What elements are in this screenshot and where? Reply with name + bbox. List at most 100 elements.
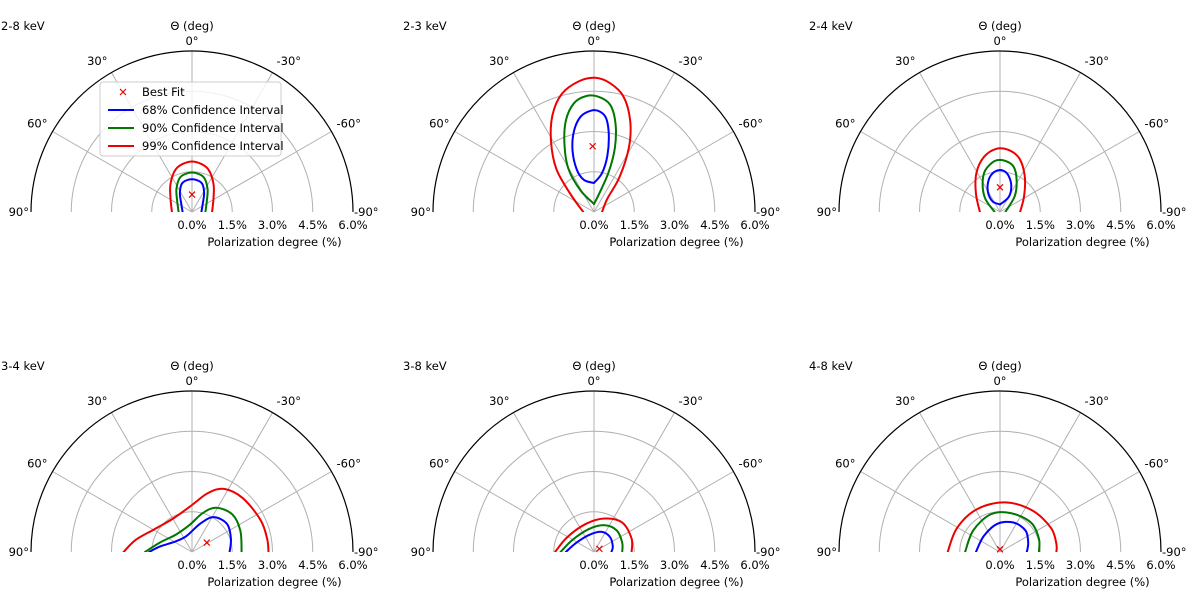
polar-panel: 90° 60° 30° 0° -30° -60° -90° 0.0% 1.5% 3.0% 4.5% 6… bbox=[809, 19, 1187, 249]
contour-68-line bbox=[974, 520, 1030, 552]
contour-99-line bbox=[122, 487, 270, 552]
r-tick-label: 6.0% bbox=[740, 558, 769, 572]
theta-tick-label: 0° bbox=[993, 374, 1006, 388]
r-tick-label: 3.0% bbox=[258, 558, 287, 572]
radial-gridline bbox=[111, 471, 273, 553]
contour-99-line bbox=[169, 160, 215, 212]
theta-axis-label: Θ (deg) bbox=[572, 359, 615, 373]
radial-gridline bbox=[553, 171, 635, 213]
contour-90-line bbox=[175, 171, 209, 212]
theta-tick-label: 0° bbox=[587, 34, 600, 48]
r-axis-label: Polarization degree (%) bbox=[609, 235, 743, 249]
r-tick-label: 1.5% bbox=[620, 558, 649, 572]
theta-tick-label: -30° bbox=[1085, 394, 1110, 408]
theta-tick-label: -60° bbox=[739, 457, 764, 471]
legend-entry: 68% Confidence Interval bbox=[142, 103, 284, 117]
r-tick-label: 3.0% bbox=[1066, 218, 1095, 232]
contour-90-line bbox=[981, 158, 1018, 212]
theta-axis-label: Θ (deg) bbox=[978, 359, 1021, 373]
r-tick-label: 1.5% bbox=[218, 218, 247, 232]
r-tick-label: 6.0% bbox=[740, 218, 769, 232]
contour-68-line bbox=[986, 169, 1013, 206]
theta-tick-label: 60° bbox=[835, 117, 855, 131]
contour-68-line bbox=[571, 109, 610, 184]
panel-title: 2-3 keV bbox=[403, 19, 447, 33]
theta-tick-label: 60° bbox=[835, 457, 855, 471]
best-fit-marker bbox=[996, 545, 1004, 553]
legend-box bbox=[99, 81, 282, 157]
r-tick-label: 6.0% bbox=[1146, 218, 1175, 232]
contour-90-line bbox=[964, 511, 1041, 552]
contour-99-line bbox=[946, 501, 1058, 552]
theta-tick-label: -30° bbox=[277, 394, 302, 408]
r-tick-label: 3.0% bbox=[660, 558, 689, 572]
theta-tick-label: 90° bbox=[9, 545, 29, 559]
r-tick-label: 1.5% bbox=[218, 558, 247, 572]
theta-tick-label: -90° bbox=[756, 545, 781, 559]
theta-tick-label: 90° bbox=[411, 205, 431, 219]
r-tick-label: 3.0% bbox=[1066, 558, 1095, 572]
r-axis-label: Polarization degree (%) bbox=[609, 575, 743, 589]
polar-frame bbox=[30, 50, 354, 213]
contour-99-line bbox=[554, 517, 634, 552]
theta-tick-label: -30° bbox=[1085, 54, 1110, 68]
panel-title: 2-8 keV bbox=[1, 19, 45, 33]
r-axis-label: Polarization degree (%) bbox=[207, 235, 341, 249]
best-fit-marker bbox=[595, 545, 603, 553]
theta-tick-label: 90° bbox=[817, 205, 837, 219]
theta-tick-label: 30° bbox=[895, 394, 915, 408]
theta-tick-label: -90° bbox=[756, 205, 781, 219]
radial-gridline bbox=[878, 90, 1122, 213]
legend-entry: 99% Confidence Interval bbox=[142, 139, 284, 153]
theta-tick-label: -30° bbox=[679, 394, 704, 408]
theta-tick-label: -30° bbox=[277, 54, 302, 68]
theta-tick-label: 30° bbox=[895, 54, 915, 68]
polar-panel: 90° 60° 30° 0° -30° -60° -90° 0.0% 1.5% 3.0% 4.5% 6… bbox=[403, 19, 781, 249]
best-fit-marker bbox=[589, 142, 597, 150]
theta-tick-label: 0° bbox=[185, 34, 198, 48]
contour-90-line bbox=[559, 524, 624, 552]
r-axis-label: Polarization degree (%) bbox=[1015, 575, 1149, 589]
theta-tick-label: 0° bbox=[993, 34, 1006, 48]
panel-title: 3-8 keV bbox=[403, 359, 447, 373]
theta-tick-label: 60° bbox=[429, 117, 449, 131]
contour-68-line bbox=[564, 530, 614, 552]
r-tick-label: 0.0% bbox=[985, 218, 1014, 232]
contour-group bbox=[554, 517, 634, 552]
r-axis-label: Polarization degree (%) bbox=[1015, 235, 1149, 249]
r-tick-label: 4.5% bbox=[298, 218, 327, 232]
radial-gridline bbox=[919, 131, 1081, 213]
r-tick-label: 4.5% bbox=[700, 218, 729, 232]
contour-90-line bbox=[144, 506, 243, 552]
contour-68-line bbox=[178, 178, 206, 212]
contour-99-line bbox=[974, 147, 1027, 212]
r-tick-label: 1.5% bbox=[620, 218, 649, 232]
legend-entry: 90% Confidence Interval bbox=[142, 121, 284, 135]
theta-axis-label: Θ (deg) bbox=[170, 19, 213, 33]
best-fit-marker bbox=[203, 539, 211, 547]
theta-tick-label: -90° bbox=[354, 205, 379, 219]
polar-panel: 90° 60° 30° 0° -30° -60° -90° 0.0% 1.5% 3.0% 4.5% 6… bbox=[1, 359, 379, 589]
theta-tick-label: 30° bbox=[489, 54, 509, 68]
theta-tick-label: 30° bbox=[87, 394, 107, 408]
radial-gridline bbox=[472, 430, 716, 553]
theta-tick-label: -30° bbox=[679, 54, 704, 68]
contour-99-line bbox=[549, 76, 632, 212]
r-tick-label: 4.5% bbox=[1106, 218, 1135, 232]
polar-frame bbox=[838, 390, 1162, 553]
legend: Best Fit 68% Confidence Interval 90% Confi… bbox=[99, 81, 284, 157]
r-tick-label: 4.5% bbox=[298, 558, 327, 572]
best-fit-marker bbox=[188, 191, 196, 198]
theta-tick-label: 90° bbox=[411, 545, 431, 559]
theta-tick-label: 90° bbox=[9, 205, 29, 219]
radial-gridline bbox=[919, 471, 1081, 553]
contour-group bbox=[169, 160, 215, 212]
r-tick-label: 0.0% bbox=[579, 558, 608, 572]
r-tick-label: 6.0% bbox=[338, 218, 367, 232]
theta-tick-label: -60° bbox=[1145, 457, 1170, 471]
theta-tick-label: -60° bbox=[739, 117, 764, 131]
legend-best-fit-marker bbox=[119, 88, 127, 96]
theta-tick-label: -90° bbox=[1162, 545, 1187, 559]
r-tick-label: 3.0% bbox=[660, 218, 689, 232]
theta-tick-label: 0° bbox=[185, 374, 198, 388]
